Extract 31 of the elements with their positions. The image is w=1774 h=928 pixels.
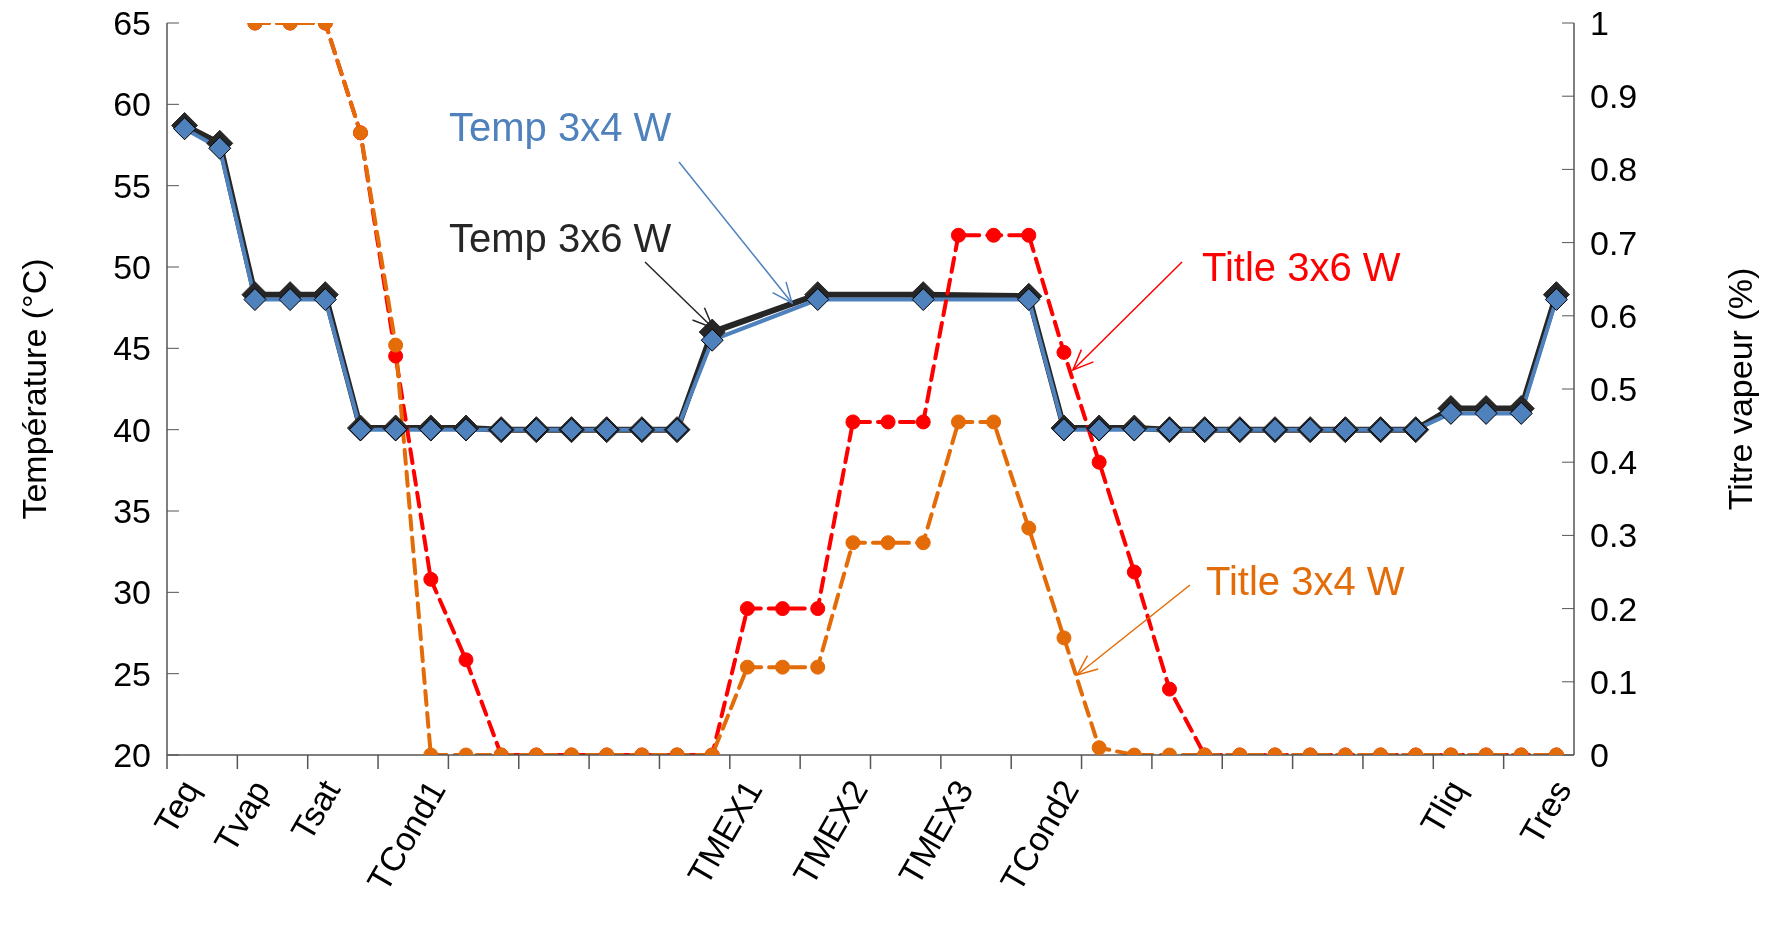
text: Temp 3x4 W [449,105,672,149]
y2-tick-label: 0.8 [1590,150,1638,189]
y2-tick-label: 0.2 [1590,589,1638,628]
y2-tick-label: 0 [1590,736,1609,775]
y-tick-label: 25 [113,654,151,693]
y2-tick-label: 0.5 [1590,370,1638,409]
y-tick-label: 60 [113,85,151,124]
text: Title 3x4 W [1206,559,1405,603]
y2-tick-label: 1 [1590,4,1609,43]
x-tick-label: Teq [146,773,207,840]
y-axis-title: Température (°C) [15,258,54,520]
series-label: Temp 3x6 W [449,216,672,260]
y2-tick-label: 0.3 [1590,516,1638,555]
y2-tick-label: 0.9 [1590,77,1638,116]
y-tick-label: 50 [113,248,151,287]
x-tick-label: Tsat [283,773,348,847]
y-tick-label: 40 [113,410,151,449]
y-tick-label: 45 [113,329,151,368]
y-tick-label: 20 [113,736,151,775]
y-tick-label: 35 [113,492,151,531]
y2-axis-title: Titre vapeur (%) [1721,267,1760,511]
y2-tick-label: 0.4 [1590,443,1638,482]
y-tick-label: 30 [113,573,151,612]
y2-tick-label: 0.6 [1590,296,1638,335]
y2-tick-label: 0.1 [1590,662,1638,701]
x-tick-label: Tres [1512,773,1579,851]
y-tick-label: 55 [113,166,151,205]
y-tick-label: 65 [113,4,151,43]
x-tick-label: Tliq [1412,773,1473,840]
y2-tick-label: 0.7 [1590,223,1638,262]
text: Title 3x6 W [1202,245,1401,289]
